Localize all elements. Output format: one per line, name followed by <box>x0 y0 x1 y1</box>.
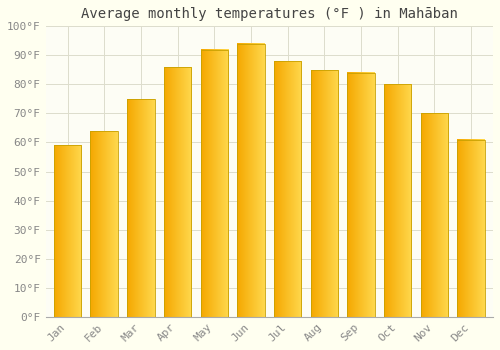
Bar <box>384 84 411 317</box>
Bar <box>348 73 375 317</box>
Title: Average monthly temperatures (°F ) in Mahāban: Average monthly temperatures (°F ) in Ma… <box>81 7 458 21</box>
Bar <box>458 140 485 317</box>
Bar <box>420 113 448 317</box>
Bar <box>164 67 192 317</box>
Bar <box>200 49 228 317</box>
Bar <box>90 131 118 317</box>
Bar <box>54 145 82 317</box>
Bar <box>127 99 154 317</box>
Bar <box>274 61 301 317</box>
Bar <box>237 44 264 317</box>
Bar <box>310 70 338 317</box>
